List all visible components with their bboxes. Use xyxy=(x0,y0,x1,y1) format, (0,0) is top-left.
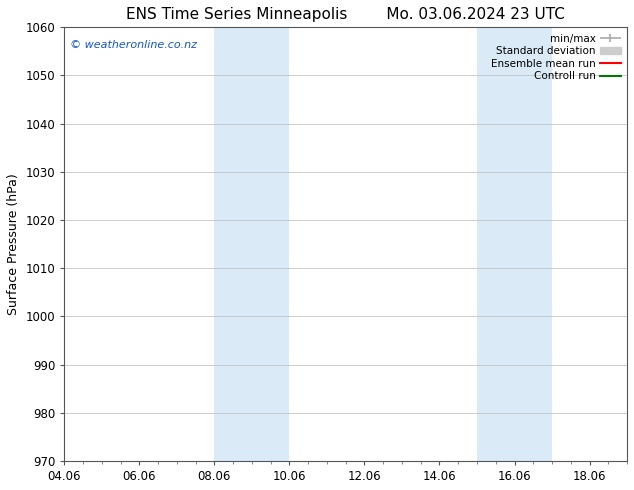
Bar xyxy=(477,27,552,461)
Text: © weatheronline.co.nz: © weatheronline.co.nz xyxy=(70,40,197,50)
Legend: min/max, Standard deviation, Ensemble mean run, Controll run: min/max, Standard deviation, Ensemble me… xyxy=(488,30,624,84)
Y-axis label: Surface Pressure (hPa): Surface Pressure (hPa) xyxy=(7,173,20,315)
Title: ENS Time Series Minneapolis        Mo. 03.06.2024 23 UTC: ENS Time Series Minneapolis Mo. 03.06.20… xyxy=(126,7,565,22)
Bar xyxy=(214,27,289,461)
